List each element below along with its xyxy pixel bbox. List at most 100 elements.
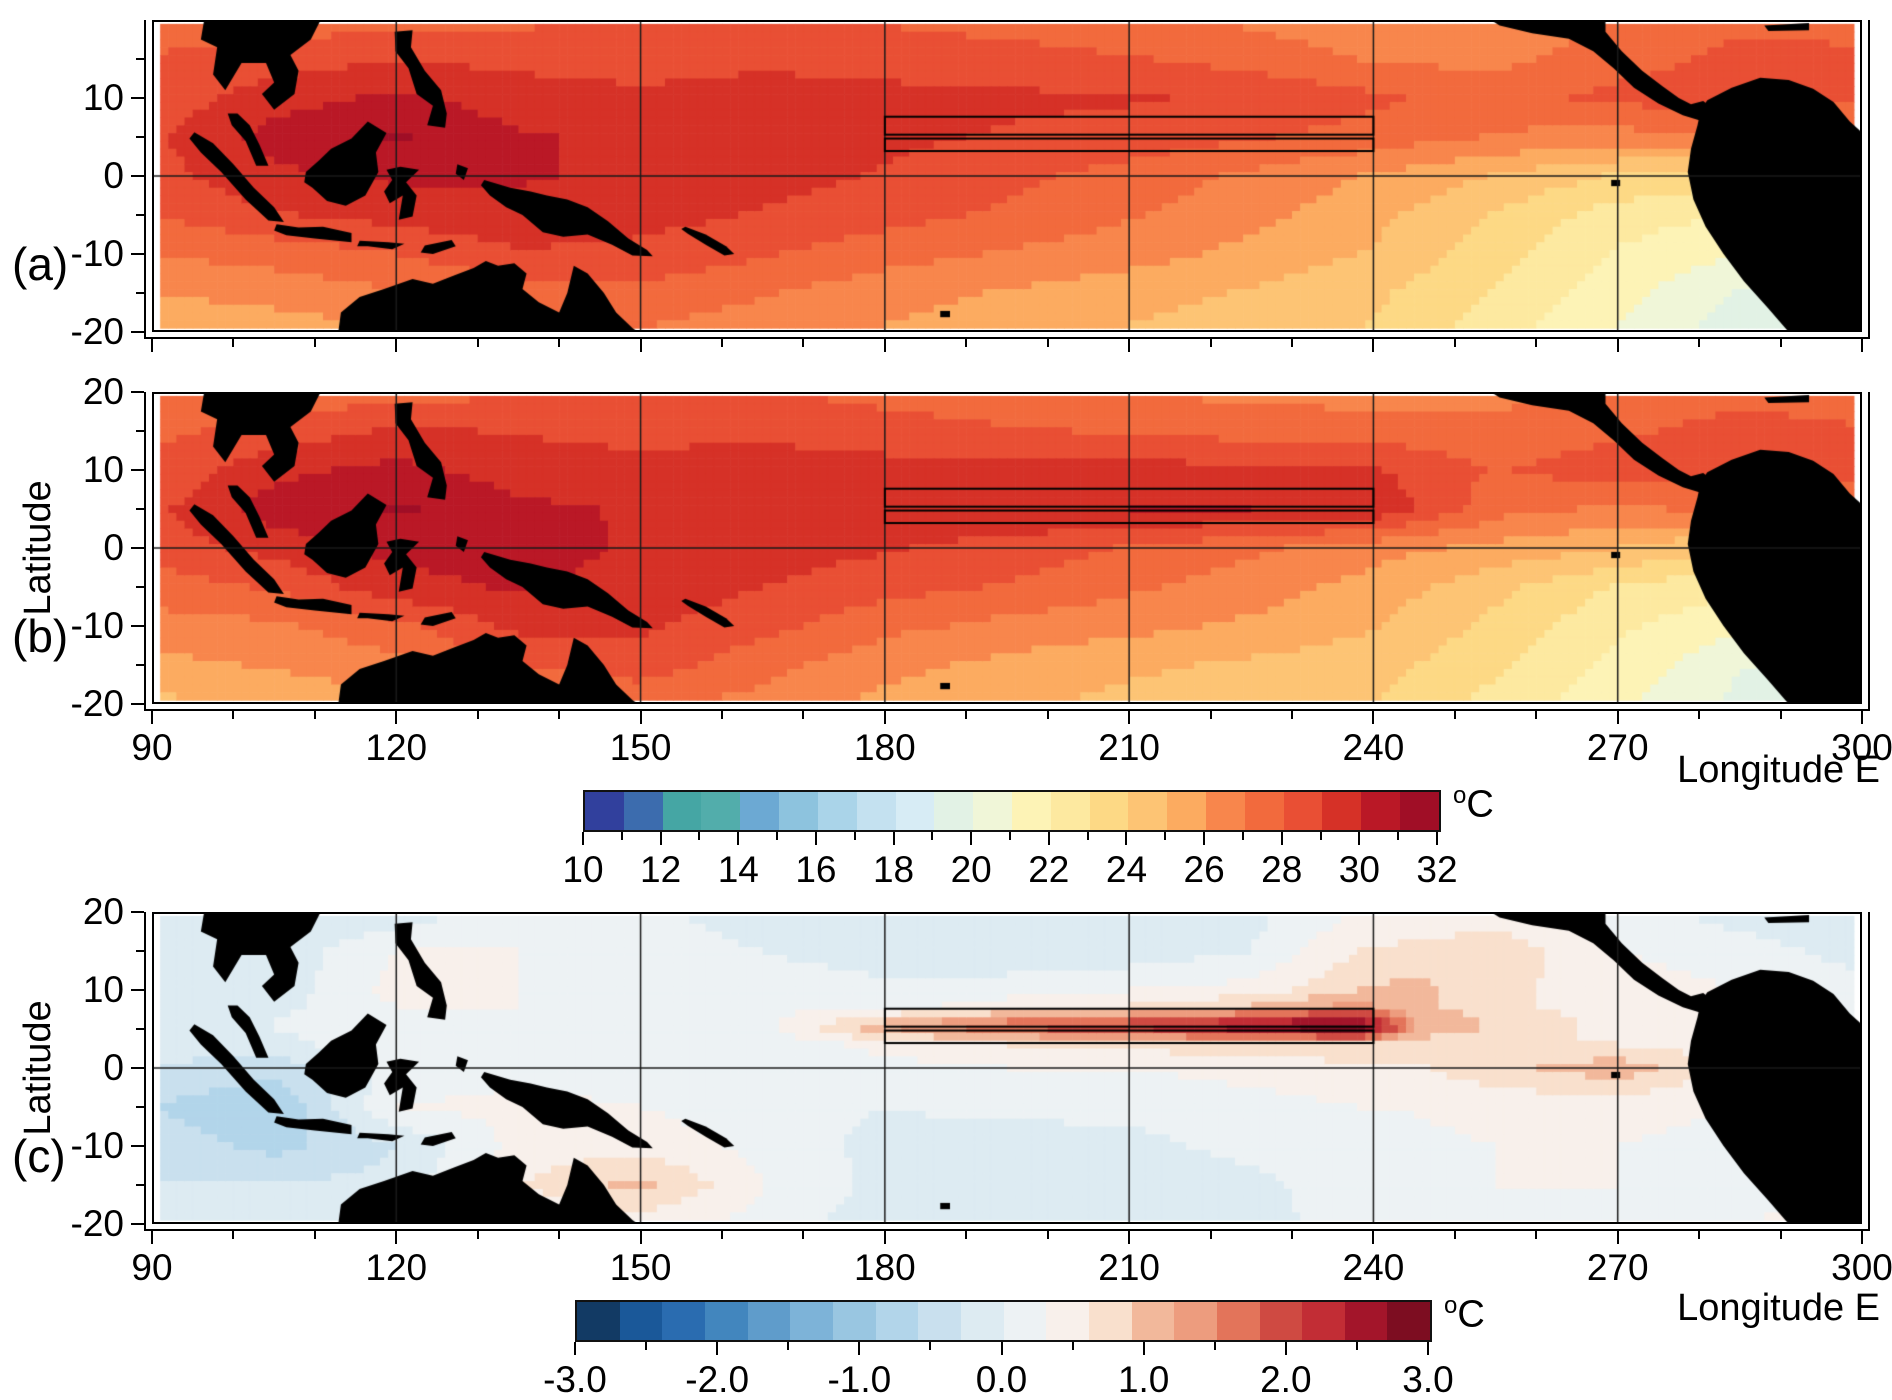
x-tick-label: 300 xyxy=(1831,727,1892,768)
y-minor-tick xyxy=(136,508,144,510)
x-tick-label: 90 xyxy=(131,727,173,768)
colorbar-segment xyxy=(817,792,857,830)
x-major-tick xyxy=(1616,339,1619,352)
x-minor-tick xyxy=(1453,711,1456,719)
colorbar-segment xyxy=(1128,792,1168,830)
colorbar-minor-tick xyxy=(1355,1342,1358,1350)
y-major-tick xyxy=(131,1145,144,1147)
x-minor-tick xyxy=(1291,711,1293,719)
y-minor-tick xyxy=(136,1028,144,1030)
x-major-tick xyxy=(639,339,642,352)
x-minor-tick xyxy=(476,1231,479,1239)
x-major-tick xyxy=(151,1231,153,1244)
colorbar-tick-label: 18 xyxy=(872,849,915,890)
panel-b-xlabel: Longitude E xyxy=(1677,749,1880,791)
colorbar-segment xyxy=(1283,792,1323,830)
colorbar-major-tick xyxy=(1280,832,1283,845)
x-minor-tick xyxy=(1535,711,1538,719)
x-minor-tick xyxy=(802,339,805,347)
colorbar-segment xyxy=(895,792,935,830)
x-minor-tick xyxy=(476,339,479,347)
colorbar-tick-label: 28 xyxy=(1261,849,1303,890)
colorbar-segment xyxy=(1011,792,1051,830)
x-minor-tick xyxy=(721,339,723,347)
y-major-tick xyxy=(131,97,144,99)
colorbar-minor-tick xyxy=(1164,832,1167,840)
x-tick-label: 150 xyxy=(609,1247,672,1288)
colorbar-tick-label: 26 xyxy=(1183,849,1225,890)
colorbar-minor-tick xyxy=(929,1342,932,1350)
y-major-tick xyxy=(131,253,144,255)
x-minor-tick xyxy=(232,339,235,347)
y-minor-tick xyxy=(136,214,144,216)
colorbar-segment xyxy=(779,792,818,830)
y-tick-label: 20 xyxy=(82,371,124,412)
x-minor-tick xyxy=(1209,1231,1212,1239)
colorbar-major-tick xyxy=(1203,832,1206,845)
x-minor-tick xyxy=(313,339,316,347)
x-minor-tick xyxy=(313,711,316,719)
x-tick-label: 270 xyxy=(1586,1247,1649,1288)
colorbar-major-tick xyxy=(1427,1342,1429,1355)
colorbar-minor-tick xyxy=(620,832,623,840)
panel-b-ylabel: Latitude xyxy=(17,480,59,616)
colorbar-segment xyxy=(662,792,702,830)
colorbar-sst-unit: oC xyxy=(1453,782,1494,826)
x-minor-tick xyxy=(802,1231,805,1239)
colorbar-tick-label: 12 xyxy=(640,849,682,890)
colorbar-major-tick xyxy=(1284,1342,1287,1355)
x-major-tick xyxy=(1861,339,1863,352)
colorbar-minor-tick xyxy=(1241,832,1244,840)
x-major-tick xyxy=(1616,1231,1619,1244)
x-major-tick xyxy=(1128,711,1131,724)
y-tick-label: 10 xyxy=(82,969,124,1010)
map-panel-b: 20 10 0 -10 -20 90 120 150 180 210 240 270 300 xyxy=(71,372,1892,768)
x-minor-tick xyxy=(558,339,561,347)
map-panel-a: 10 0 -10 -20 xyxy=(71,20,1870,352)
colorbar-minor-tick xyxy=(645,1342,648,1350)
colorbar-tick-label: 1.0 xyxy=(1117,1359,1170,1400)
x-minor-tick xyxy=(1779,1231,1782,1239)
y-minor-tick xyxy=(136,58,144,60)
colorbar-minor-tick xyxy=(1213,1342,1216,1350)
colorbar-tick-label: 3.0 xyxy=(1402,1359,1454,1400)
y-tick-label: 0 xyxy=(103,155,124,196)
x-major-tick xyxy=(1128,339,1131,352)
colorbar-segment xyxy=(934,792,974,830)
colorbar-tick-label: 14 xyxy=(717,849,759,890)
colorbar-segment xyxy=(1206,792,1245,830)
colorbar-segment xyxy=(918,1302,961,1340)
colorbar-tick-label: 2.0 xyxy=(1260,1359,1312,1400)
y-major-tick xyxy=(131,175,144,177)
x-minor-tick xyxy=(1535,1231,1538,1239)
y-tick-label: -20 xyxy=(70,311,124,352)
panel-a-label: (a) xyxy=(12,238,69,290)
colorbar-minor-tick xyxy=(698,832,701,840)
colorbar-segment xyxy=(1387,1302,1431,1340)
colorbar-segment xyxy=(740,792,780,830)
colorbar-tick-label: 30 xyxy=(1338,849,1380,890)
colorbar-segment xyxy=(1259,1302,1303,1340)
y-tick-label: 20 xyxy=(82,891,124,932)
x-tick-label: 270 xyxy=(1586,727,1649,768)
x-minor-tick xyxy=(1779,339,1782,347)
colorbar-major-tick xyxy=(737,832,740,845)
x-minor-tick xyxy=(721,1231,723,1239)
colorbar-segment xyxy=(1302,1302,1345,1340)
colorbar-major-tick xyxy=(814,832,817,845)
colorbar-major-tick xyxy=(1000,1342,1003,1355)
colorbar-segment xyxy=(704,1302,748,1340)
y-tick-label: -10 xyxy=(70,605,124,646)
x-major-tick xyxy=(1372,339,1375,352)
colorbar-tick-label: -3.0 xyxy=(543,1359,607,1400)
x-minor-tick xyxy=(232,711,235,719)
colorbar-difference-unit: oC xyxy=(1444,1292,1485,1336)
colorbar-segment xyxy=(790,1302,833,1340)
colorbar-segment xyxy=(1089,792,1129,830)
x-minor-tick xyxy=(1535,339,1538,347)
x-minor-tick xyxy=(232,1231,235,1239)
y-minor-tick xyxy=(136,136,144,138)
x-minor-tick xyxy=(1453,339,1456,347)
colorbar-tick-label: 20 xyxy=(950,849,992,890)
x-minor-tick xyxy=(313,1231,316,1239)
